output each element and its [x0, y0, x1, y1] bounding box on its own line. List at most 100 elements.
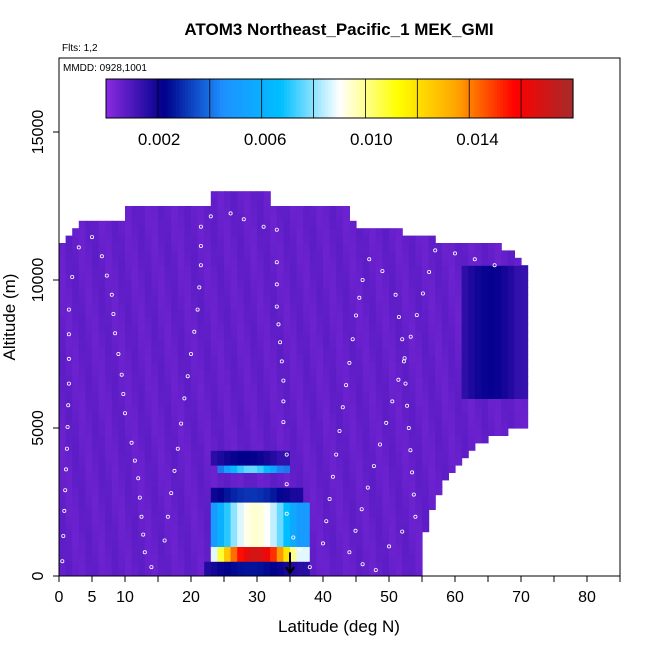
heatmap-cell — [257, 413, 265, 422]
heatmap-cell — [111, 413, 119, 422]
heatmap-cell — [283, 280, 291, 288]
heatmap-cell — [303, 257, 311, 266]
heatmap-cell — [78, 220, 86, 229]
heatmap-cell — [85, 280, 93, 288]
heatmap-cell — [375, 428, 383, 436]
heatmap-cell — [336, 280, 344, 288]
heatmap-cell — [329, 405, 337, 414]
flight-path-point — [66, 356, 71, 361]
heatmap-cell — [283, 235, 291, 244]
heatmap-cell — [415, 391, 423, 399]
heatmap-cell — [283, 243, 291, 251]
heatmap-cell — [290, 346, 298, 355]
heatmap-cell — [369, 302, 377, 311]
heatmap-cell — [303, 280, 311, 288]
heatmap-cell — [375, 339, 383, 348]
heatmap-cell — [257, 479, 265, 488]
heatmap-cell — [402, 317, 410, 325]
heatmap-cell — [290, 442, 298, 451]
heatmap-cell — [356, 442, 364, 451]
heatmap-cell — [151, 220, 159, 229]
heatmap-cell — [125, 213, 133, 222]
heatmap-cell — [276, 553, 284, 562]
heatmap-cell — [349, 391, 357, 399]
heatmap-cell — [151, 435, 159, 444]
heatmap-cell — [191, 457, 199, 466]
heatmap-cell — [375, 450, 383, 459]
heatmap-cell — [422, 442, 430, 451]
heatmap-cell — [78, 302, 86, 311]
heatmap-cell — [336, 287, 344, 296]
heatmap-cell — [92, 220, 100, 229]
heatmap-cell — [435, 287, 443, 296]
heatmap-cell — [521, 398, 529, 407]
heatmap-cell — [237, 428, 245, 436]
heatmap-cell — [151, 309, 159, 318]
heatmap-cell — [131, 479, 139, 488]
heatmap-cell — [448, 331, 456, 340]
heatmap-cell — [415, 280, 423, 288]
heatmap-cell — [408, 465, 416, 473]
heatmap-cell — [105, 294, 113, 303]
heatmap-cell — [494, 294, 502, 303]
heatmap-cell — [428, 435, 436, 444]
heatmap-cell — [98, 220, 106, 229]
heatmap-cell — [389, 420, 397, 429]
heatmap-cell — [184, 317, 192, 325]
heatmap-cell — [85, 324, 93, 333]
heatmap-cell — [375, 465, 383, 473]
colorbar-swatch — [289, 79, 294, 118]
heatmap-cell — [316, 302, 324, 311]
flight-path-point — [61, 534, 66, 539]
heatmap-cell — [164, 206, 172, 214]
heatmap-cell — [164, 220, 172, 229]
colorbar-swatch — [552, 79, 557, 118]
heatmap-cell — [237, 235, 245, 244]
heatmap-cell — [164, 354, 172, 362]
heatmap-cell — [65, 442, 73, 451]
heatmap-cell — [336, 450, 344, 459]
heatmap-cell — [197, 213, 205, 222]
heatmap-cell — [138, 391, 146, 399]
heatmap-cell — [191, 465, 199, 473]
heatmap-cell — [65, 435, 73, 444]
heatmap-cell — [395, 243, 403, 251]
heatmap-cell — [375, 331, 383, 340]
heatmap-cell — [191, 324, 199, 333]
heatmap-cell — [151, 383, 159, 392]
heatmap-cell — [250, 546, 258, 555]
heatmap-cell — [283, 479, 291, 488]
heatmap-cell — [415, 516, 423, 525]
heatmap-cell — [309, 287, 317, 296]
heatmap-cell — [263, 265, 271, 274]
heatmap-cell — [243, 435, 251, 444]
heatmap-cell — [158, 339, 166, 348]
heatmap-cell — [362, 487, 370, 496]
heatmap-cell — [217, 235, 225, 244]
heatmap-cell — [507, 250, 515, 259]
heatmap-cell — [65, 494, 73, 503]
heatmap-cell — [303, 309, 311, 318]
colorbar-swatch — [357, 79, 361, 118]
colorbar-swatch — [570, 79, 574, 118]
heatmap-cell — [59, 354, 67, 362]
heatmap-cell — [389, 243, 397, 251]
heatmap-cell — [210, 339, 218, 348]
heatmap-cell — [309, 302, 317, 311]
heatmap-cell — [98, 280, 106, 288]
heatmap-cell — [204, 294, 212, 303]
heatmap-cell — [230, 265, 238, 274]
heatmap-cell — [329, 546, 337, 555]
heatmap-cell — [138, 331, 146, 340]
heatmap-cell — [316, 235, 324, 244]
heatmap-cell — [125, 398, 133, 407]
heatmap-cell — [455, 243, 463, 251]
heatmap-cell — [98, 368, 106, 377]
heatmap-cell — [171, 420, 179, 429]
heatmap-cell — [435, 435, 443, 444]
heatmap-cell — [356, 465, 364, 473]
heatmap-cell — [237, 487, 245, 496]
heatmap-cell — [78, 546, 86, 555]
heatmap-cell — [389, 265, 397, 274]
heatmap-cell — [290, 257, 298, 266]
